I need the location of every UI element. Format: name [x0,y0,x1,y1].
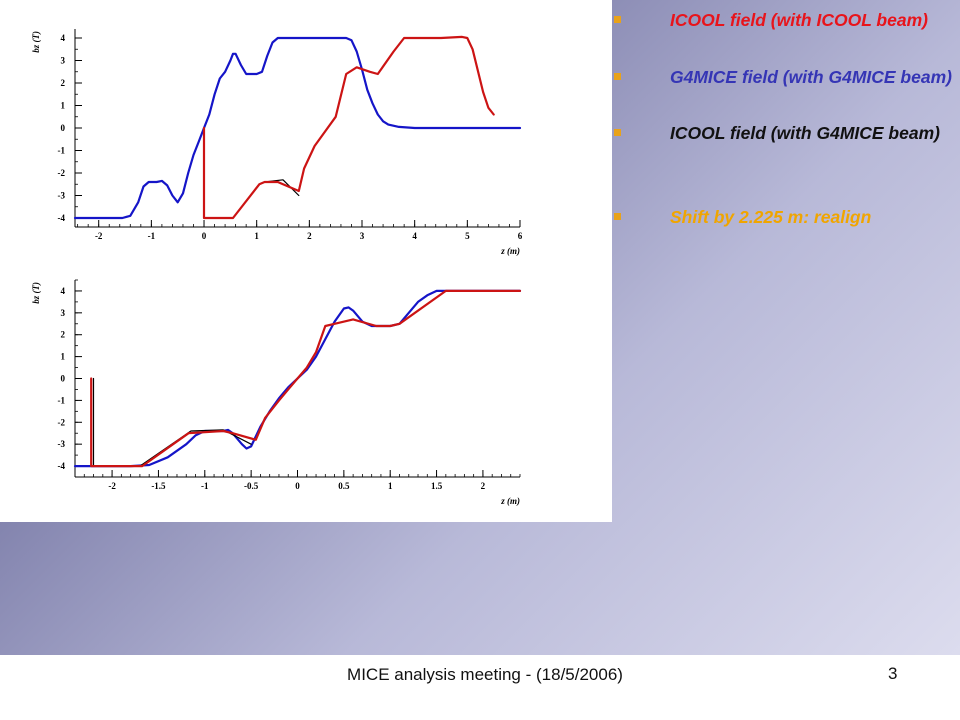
plot-1-x-tick-label: 5 [465,231,470,241]
plot-1-x-axis-title: z (m) [500,246,520,256]
plot-1-x-tick-label: 4 [412,231,417,241]
plot-1-y-tick-label: 4 [61,33,66,43]
plot-1-x-tick-label: 3 [360,231,365,241]
plot-2-y-tick-label: 3 [61,308,66,318]
plot-2-y-tick-label: -2 [58,417,66,427]
plot-2-y-tick-label: -4 [58,461,66,471]
bullet-marker-icon [614,213,621,220]
plot-2-series-red [90,289,522,468]
plot-2-y-tick-label: 1 [61,352,66,362]
bullet-text: ICOOL field (with ICOOL beam) [670,10,928,30]
plot-2-x-tick-label: -1.5 [151,481,166,491]
bullet-marker-icon [614,129,621,136]
plot-2-x-tick-label: 1.5 [431,481,443,491]
plot-2-x-axis-title: z (m) [500,496,520,506]
plot-2-x-tick-label: 1 [388,481,393,491]
bullet-text: Shift by 2.225 m: realign [670,207,872,227]
plot-1-series-black [203,127,300,219]
plot-1-y-tick-label: 1 [61,101,66,111]
plot-2-x-tick-label: -1 [201,481,209,491]
plot-2-y-tick-label: -1 [58,395,66,405]
bullet-text: G4MICE field (with G4MICE beam) [670,67,952,87]
plot-1-y-tick-label: 3 [61,56,66,66]
field-plots: -2 -1 0 1 2 3 4 5 6 -4 -3 -2 -1 0 1 2 3 4 z (m) bz (T) -2 -1.… [31,29,523,506]
plot-2-y-tick-label: 2 [61,330,66,340]
plot-1-x-tick-label: -1 [148,231,156,241]
plot-1-series-blue [73,36,522,220]
plot-2-x-tick-label: 0.5 [338,481,350,491]
footer-band [0,655,960,720]
plot-1-x-tick-label: 6 [518,231,523,241]
plot-1-x-tick-label: -2 [95,231,103,241]
plot-2-y-tick-label: 0 [61,374,66,384]
plot-1-y-axis-title: bz (T) [31,31,41,53]
plot-2-x-tick-label: -0.5 [244,481,259,491]
plot-1-y-tick-label: -3 [58,191,66,201]
plot-2-x-tick-label: 2 [481,481,486,491]
plot-1-series-red [202,35,495,220]
plot-2-x-tick-label: 0 [295,481,300,491]
plot-1-x-tick-label: 0 [202,231,207,241]
plot-2-x-tick-label: -2 [108,481,116,491]
plot-2-y-tick-label: 4 [61,286,66,296]
plot-1-x-tick-label: 2 [307,231,312,241]
footer-text: MICE analysis meeting - (18/5/2006) [347,665,623,684]
bullet-marker-icon [614,16,621,23]
plot-1-x-tick-label: 1 [254,231,259,241]
plot-1-y-tick-label: -4 [58,213,66,223]
plot-1-y-tick-label: -1 [58,146,66,156]
plot-1-y-tick-label: 2 [61,78,66,88]
plot-1-y-tick-label: 0 [61,123,66,133]
plot-2-y-tick-label: -3 [58,439,66,449]
plot-2-y-axis-title: bz (T) [31,282,41,304]
bullet-text: ICOOL field (with G4MICE beam) [670,123,940,143]
page-number: 3 [888,664,898,683]
bullet-marker-icon [614,73,621,80]
plot-panel: -2 -1 0 1 2 3 4 5 6 -4 -3 -2 -1 0 1 2 3 4 z (m) bz (T) -2 -1.… [0,0,612,522]
plot-1-y-tick-label: -2 [58,168,66,178]
